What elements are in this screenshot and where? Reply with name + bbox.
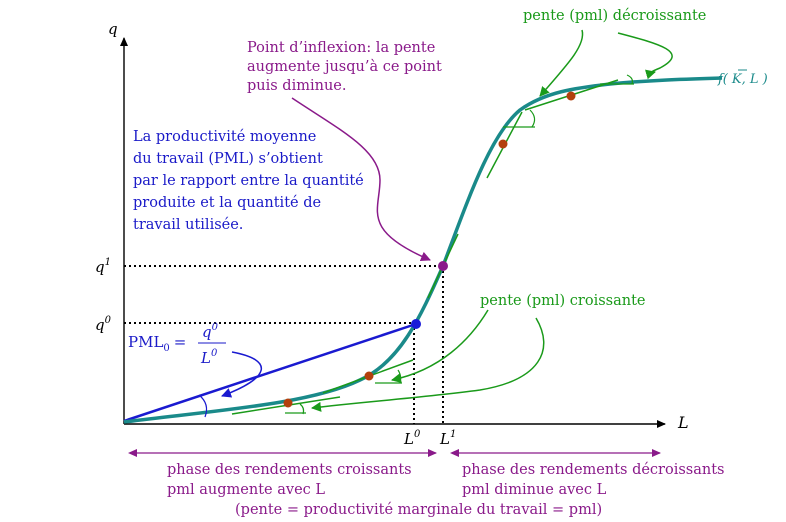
arrow-croissante-2 <box>312 318 544 408</box>
pente-croissante-label: pente (pml) croissante <box>480 293 646 309</box>
phase-footer: (pente = productivité marginale du trava… <box>235 502 602 518</box>
pente-decroissante-label: pente (pml) décroissante <box>523 8 706 24</box>
pml-formula: PML0 = <box>128 333 186 354</box>
pml-fraction-numerator: q0 <box>202 322 219 341</box>
point-mid-high <box>499 140 508 149</box>
arrow-croissante-1 <box>392 310 488 380</box>
y-axis-label: q <box>108 20 118 38</box>
angle-arc-3 <box>530 110 535 127</box>
inflexion-text: Point d’inflexion: la pente augmente jus… <box>247 40 446 94</box>
point-high <box>567 92 576 101</box>
point-L0 <box>411 319 421 329</box>
L0-label: L0 <box>403 429 421 448</box>
phase-decroissants-line2: pml diminue avec L <box>462 482 607 498</box>
angle-arc-2 <box>398 370 401 383</box>
point-mid-low <box>365 372 374 381</box>
point-low <box>284 399 293 408</box>
phase-croissants-line1: phase des rendements croissants <box>167 462 412 478</box>
curve-label: f(K, L ) <box>717 72 768 87</box>
point-inflexion <box>438 261 448 271</box>
q0-label: q0 <box>95 315 112 334</box>
x-axis-label: L <box>677 413 689 432</box>
arrow-decroissante-1 <box>540 30 583 96</box>
q1-label: q1 <box>95 257 111 276</box>
arrow-decroissante-2 <box>618 33 672 73</box>
pml-definition-text: La productivité moyenne du travail (PML)… <box>133 129 368 233</box>
pml-fraction-denominator: L0 <box>200 348 218 367</box>
phase-decroissants-line1: phase des rendements décroissants <box>462 462 725 478</box>
phase-croissants-line2: pml augmente avec L <box>167 482 325 498</box>
L1-label: L1 <box>439 429 456 448</box>
arrow-pml <box>222 352 261 396</box>
